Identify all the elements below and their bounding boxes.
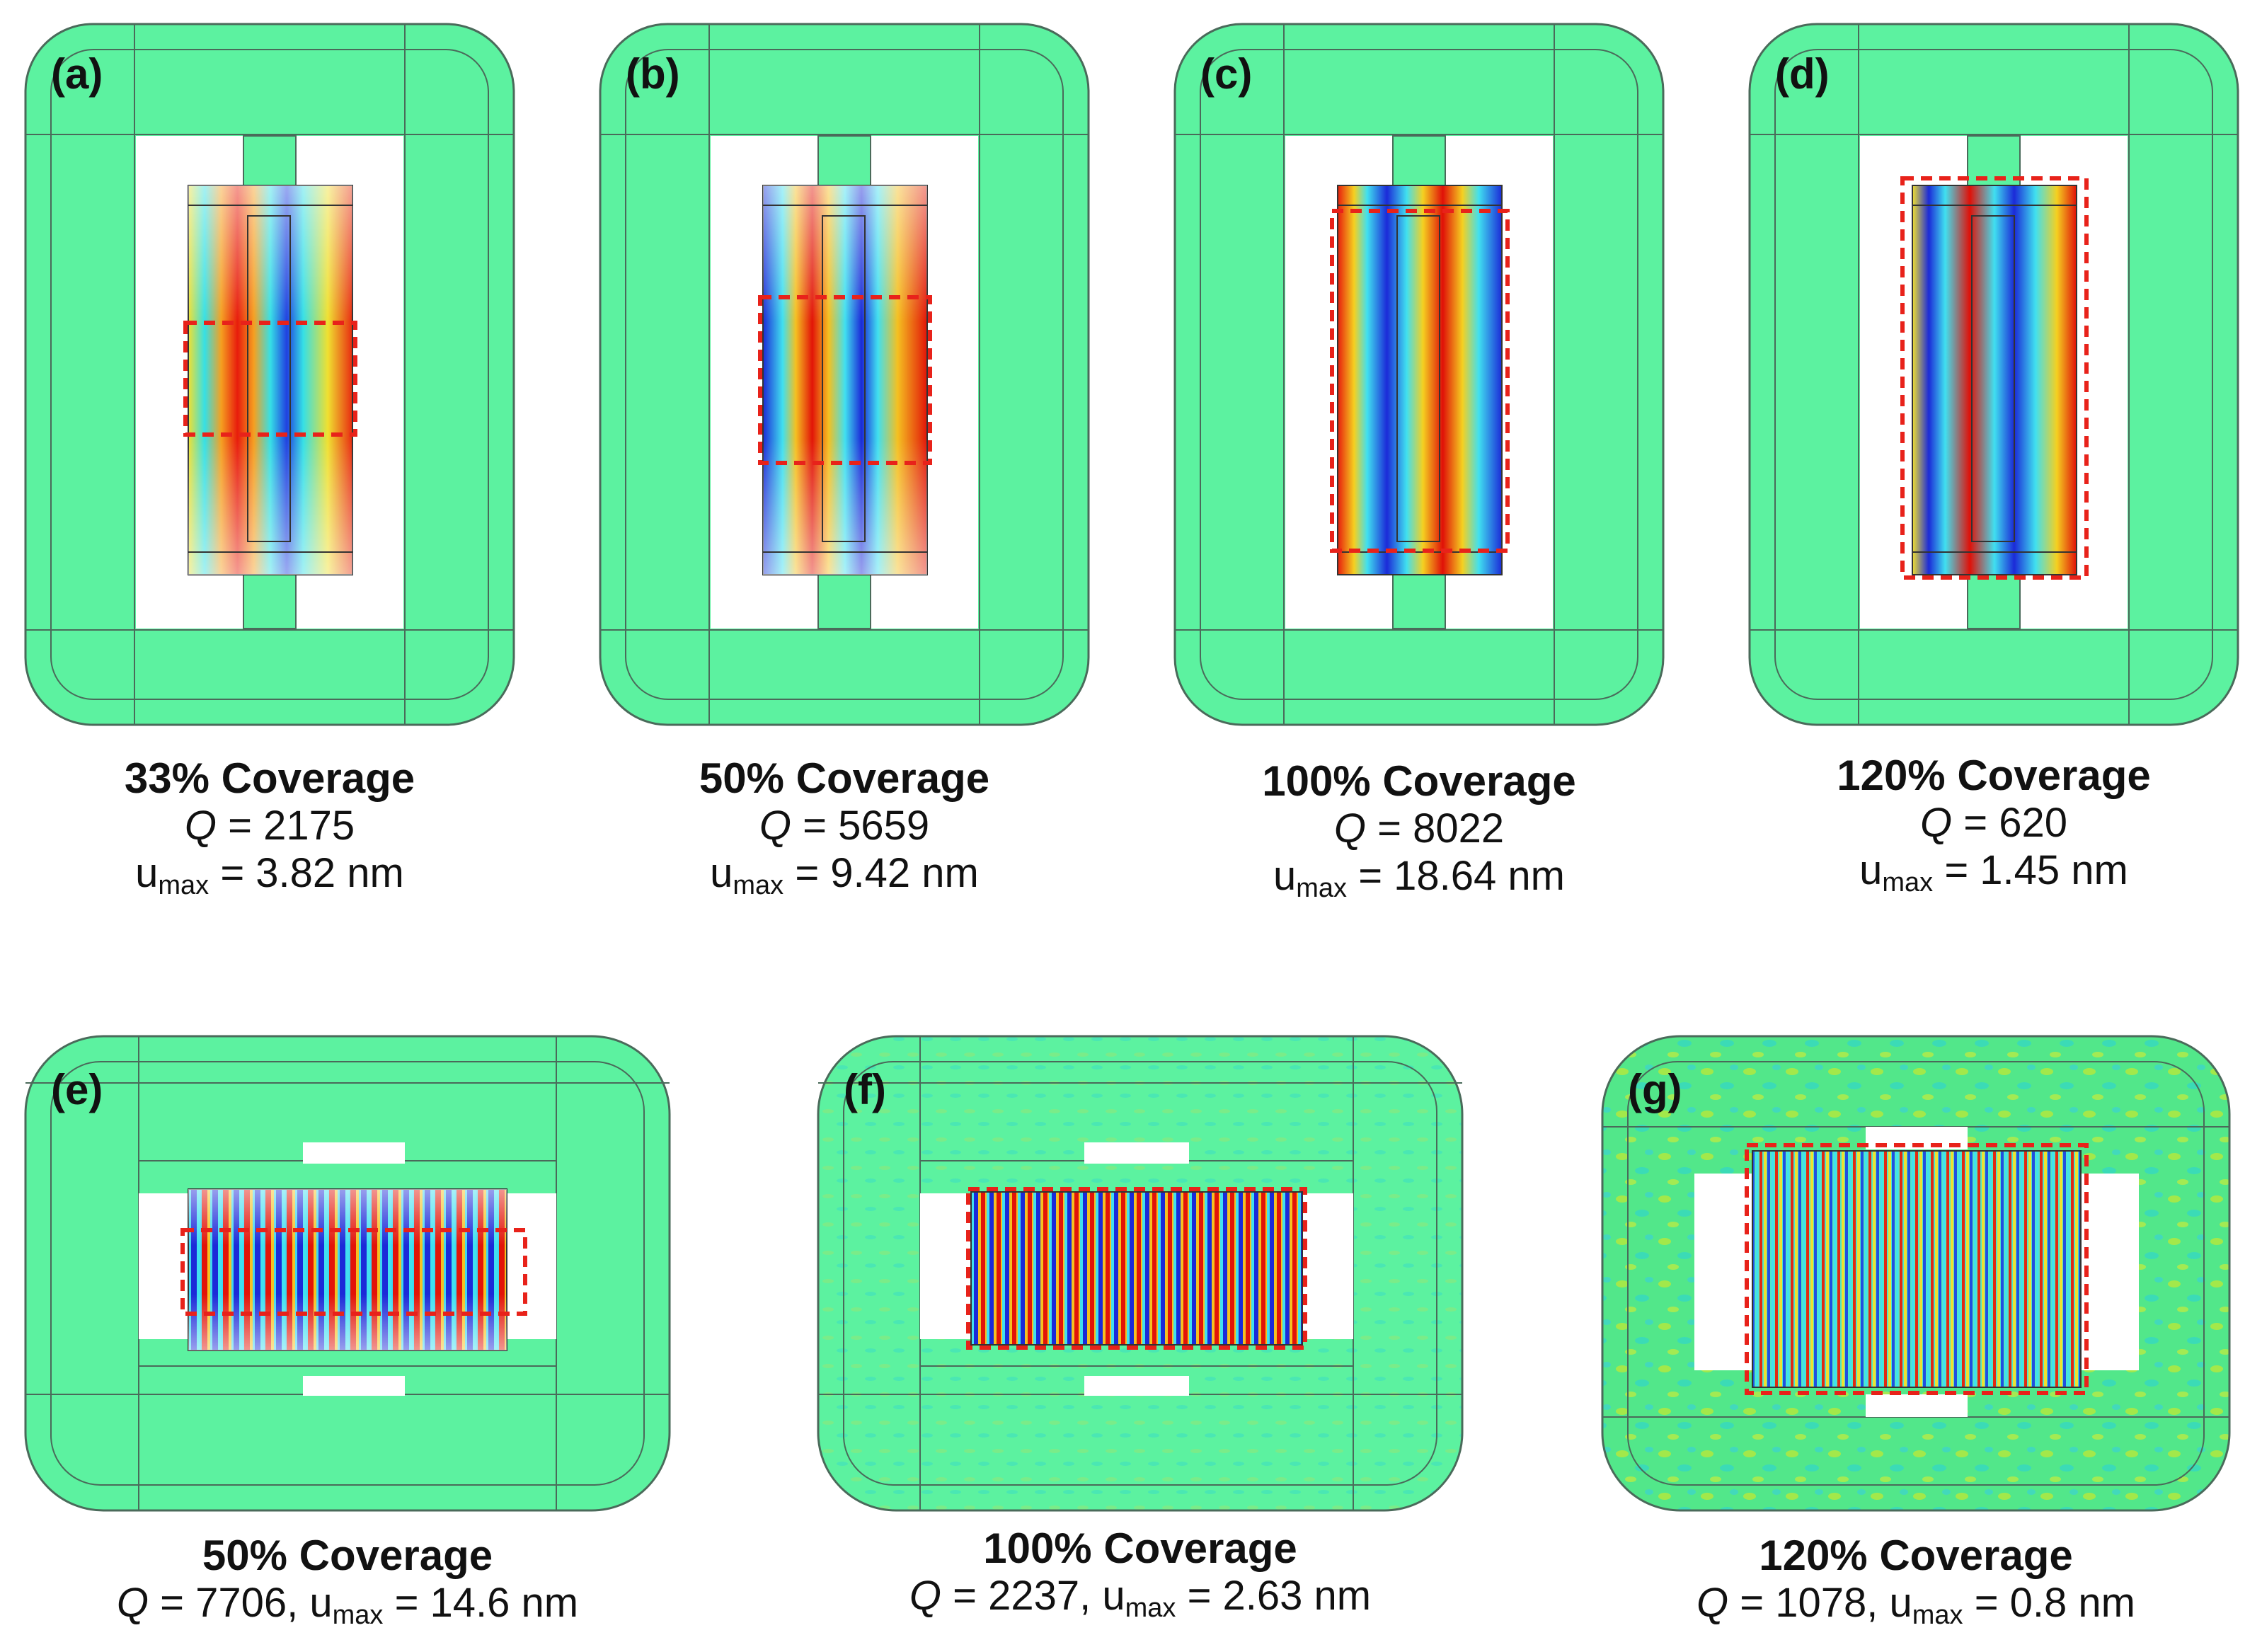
- umax-line-a: umax = 3.82 nm: [22, 849, 517, 900]
- window-g-left: [1694, 1174, 1752, 1370]
- coverage-title-c: 100% Coverage: [1262, 757, 1576, 805]
- u-subscript-g: max: [1912, 1600, 1963, 1630]
- q-symbol-a: Q: [184, 803, 217, 849]
- panel-a: (a): [24, 23, 515, 726]
- panel-e: (e): [24, 1035, 671, 1512]
- q-value-d: = 620: [1963, 800, 2067, 846]
- window-f-right: [1302, 1193, 1353, 1339]
- window-e-right: [507, 1193, 556, 1339]
- coverage-title-b: 50% Coverage: [699, 755, 990, 802]
- q-line-c: Q = 8022: [1171, 805, 1667, 851]
- panel-label-f: (f): [844, 1066, 886, 1113]
- q-symbol-f: Q: [909, 1573, 941, 1619]
- umax-line-b: umax = 9.42 nm: [597, 849, 1092, 900]
- q-value-a: = 2175: [228, 803, 355, 849]
- coverage-box-f: [966, 1187, 1307, 1350]
- q-value-e: = 7706,: [160, 1580, 299, 1626]
- panel-label-d: (d): [1775, 50, 1830, 98]
- q-symbol-e: Q: [116, 1580, 149, 1626]
- resonator-c: [1337, 185, 1503, 575]
- q-umax-line-f: Q = 2237, umax = 2.63 nm: [892, 1573, 1388, 1623]
- panel-label-c: (c): [1200, 50, 1252, 98]
- u-symbol-b: u: [710, 849, 733, 896]
- coverage-box-e: [180, 1228, 527, 1316]
- panel-label-g: (g): [1628, 1066, 1682, 1113]
- q-umax-line-e: Q = 7706, umax = 14.6 nm: [100, 1580, 595, 1630]
- u-value-a: = 3.82 nm: [220, 849, 404, 896]
- caption-c: 100% Coverage Q = 8022 umax = 18.64 nm: [1171, 759, 1667, 903]
- q-value-g: = 1078,: [1740, 1580, 1878, 1626]
- u-value-e: = 14.6 nm: [394, 1580, 579, 1626]
- panel-g: (g): [1601, 1035, 2231, 1512]
- u-subscript-b: max: [733, 870, 784, 900]
- q-symbol-b: Q: [759, 803, 791, 849]
- u-symbol-e: u: [309, 1580, 333, 1626]
- u-value-c: = 18.64 nm: [1358, 852, 1565, 899]
- u-symbol-g: u: [1889, 1580, 1912, 1626]
- coverage-title-g: 120% Coverage: [1759, 1532, 2073, 1579]
- u-value-d: = 1.45 nm: [1944, 847, 2128, 893]
- panel-label-a: (a): [51, 50, 103, 98]
- u-value-b: = 9.42 nm: [795, 849, 979, 896]
- panel-label-e: (e): [51, 1066, 103, 1113]
- caption-b: 50% Coverage Q = 5659 umax = 9.42 nm: [597, 756, 1092, 900]
- coverage-box-d: [1900, 176, 2089, 580]
- u-symbol-a: u: [135, 849, 159, 896]
- u-symbol-d: u: [1859, 847, 1883, 893]
- panel-f: (f): [817, 1035, 1464, 1512]
- q-line-d: Q = 620: [1746, 800, 2241, 846]
- window-g-right: [2081, 1174, 2139, 1370]
- q-symbol-d: Q: [1919, 800, 1953, 846]
- q-line-b: Q = 5659: [597, 803, 1092, 849]
- caption-a: 33% Coverage Q = 2175 umax = 3.82 nm: [22, 756, 517, 900]
- caption-g: 120% Coverage Q = 1078, umax = 0.8 nm: [1668, 1533, 2164, 1630]
- coverage-box-b: [758, 295, 932, 465]
- u-subscript-a: max: [158, 870, 209, 900]
- coverage-title-f: 100% Coverage: [983, 1525, 1297, 1572]
- caption-e: 50% Coverage Q = 7706, umax = 14.6 nm: [100, 1533, 595, 1630]
- q-symbol-c: Q: [1333, 805, 1366, 851]
- coverage-title-a: 33% Coverage: [124, 755, 415, 802]
- u-symbol-f: u: [1102, 1573, 1125, 1619]
- u-subscript-f: max: [1125, 1593, 1176, 1623]
- coverage-title-d: 120% Coverage: [1837, 752, 2151, 799]
- umax-line-d: umax = 1.45 nm: [1746, 849, 2241, 897]
- umax-line-c: umax = 18.64 nm: [1171, 852, 1667, 903]
- q-symbol-g: Q: [1696, 1580, 1729, 1626]
- panel-c: (c): [1173, 23, 1665, 726]
- panel-b: (b): [599, 23, 1090, 726]
- u-subscript-e: max: [332, 1600, 384, 1630]
- q-umax-line-g: Q = 1078, umax = 0.8 nm: [1668, 1580, 2164, 1630]
- coverage-title-e: 50% Coverage: [202, 1532, 493, 1579]
- resonator-f: [970, 1191, 1303, 1346]
- q-line-a: Q = 2175: [22, 803, 517, 849]
- q-value-f: = 2237,: [953, 1573, 1091, 1619]
- panel-d: (d): [1748, 23, 2239, 726]
- u-subscript-d: max: [1882, 867, 1934, 897]
- u-value-g: = 0.8 nm: [1974, 1580, 2135, 1626]
- u-value-f: = 2.63 nm: [1187, 1573, 1372, 1619]
- resonator-g: [1752, 1150, 2082, 1388]
- coverage-box-g: [1745, 1143, 2089, 1395]
- resonator-d: [1912, 185, 2077, 575]
- caption-f: 100% Coverage Q = 2237, umax = 2.63 nm: [892, 1526, 1388, 1623]
- panel-label-b: (b): [626, 50, 680, 98]
- window-f-left: [920, 1193, 971, 1339]
- caption-d: 120% Coverage Q = 620 umax = 1.45 nm: [1746, 753, 2241, 897]
- coverage-box-a: [183, 321, 357, 437]
- u-subscript-c: max: [1296, 873, 1348, 903]
- q-value-b: = 5659: [803, 803, 930, 849]
- u-symbol-c: u: [1273, 852, 1297, 899]
- window-e-left: [139, 1193, 188, 1339]
- q-value-c: = 8022: [1377, 805, 1505, 851]
